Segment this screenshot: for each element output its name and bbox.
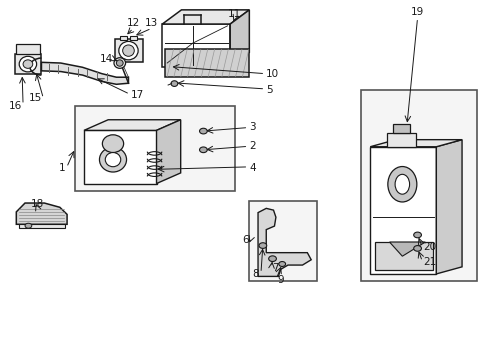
Ellipse shape (105, 153, 121, 167)
Polygon shape (230, 10, 249, 67)
Polygon shape (162, 24, 230, 67)
Text: 13: 13 (145, 18, 158, 28)
Bar (386, 132, 415, 147)
Ellipse shape (171, 81, 178, 86)
Ellipse shape (122, 45, 134, 56)
Bar (393, 124, 409, 132)
Ellipse shape (114, 58, 125, 68)
Text: 1: 1 (59, 163, 65, 172)
Bar (249, 201, 316, 281)
Polygon shape (369, 147, 435, 274)
Text: 7: 7 (272, 263, 279, 273)
Text: 14: 14 (100, 54, 113, 64)
Bar (19, 224, 64, 228)
Ellipse shape (413, 232, 421, 238)
Polygon shape (16, 203, 67, 224)
Ellipse shape (199, 147, 207, 153)
Ellipse shape (102, 135, 123, 153)
Text: 10: 10 (265, 69, 279, 79)
Ellipse shape (199, 128, 207, 134)
Text: 19: 19 (410, 7, 423, 17)
Ellipse shape (19, 56, 37, 72)
Bar (115, 39, 142, 62)
Ellipse shape (268, 256, 276, 261)
Bar (130, 36, 137, 40)
Text: 5: 5 (265, 85, 272, 95)
Ellipse shape (278, 261, 285, 266)
Polygon shape (369, 140, 461, 147)
Bar (361, 90, 476, 281)
Polygon shape (84, 130, 156, 184)
Polygon shape (41, 62, 128, 84)
Ellipse shape (25, 223, 32, 228)
Polygon shape (84, 120, 180, 130)
Polygon shape (156, 120, 180, 184)
Ellipse shape (119, 41, 138, 60)
Text: 20: 20 (423, 242, 436, 252)
Ellipse shape (387, 167, 416, 202)
Text: 17: 17 (131, 90, 144, 100)
Text: 9: 9 (277, 275, 284, 285)
Ellipse shape (99, 147, 126, 172)
Polygon shape (258, 208, 310, 276)
Ellipse shape (116, 60, 123, 66)
Polygon shape (435, 140, 461, 274)
Ellipse shape (259, 243, 266, 248)
Bar (374, 242, 432, 270)
Bar (120, 36, 126, 40)
Text: 6: 6 (242, 235, 249, 245)
Text: 4: 4 (249, 163, 255, 172)
Text: 16: 16 (9, 100, 22, 111)
Text: 18: 18 (31, 199, 44, 209)
Text: 15: 15 (29, 94, 42, 103)
Ellipse shape (23, 60, 33, 68)
Text: 11: 11 (228, 9, 241, 19)
Polygon shape (389, 242, 425, 256)
Text: 8: 8 (252, 269, 259, 279)
Text: 21: 21 (423, 257, 436, 266)
Bar (164, 49, 249, 77)
Text: 2: 2 (249, 141, 255, 151)
Text: 3: 3 (249, 122, 255, 132)
Bar (75, 105, 234, 191)
Bar (15, 54, 41, 74)
Text: 12: 12 (126, 18, 140, 28)
Ellipse shape (413, 246, 421, 251)
Bar (16, 44, 41, 54)
Ellipse shape (394, 174, 409, 194)
Polygon shape (162, 10, 249, 24)
